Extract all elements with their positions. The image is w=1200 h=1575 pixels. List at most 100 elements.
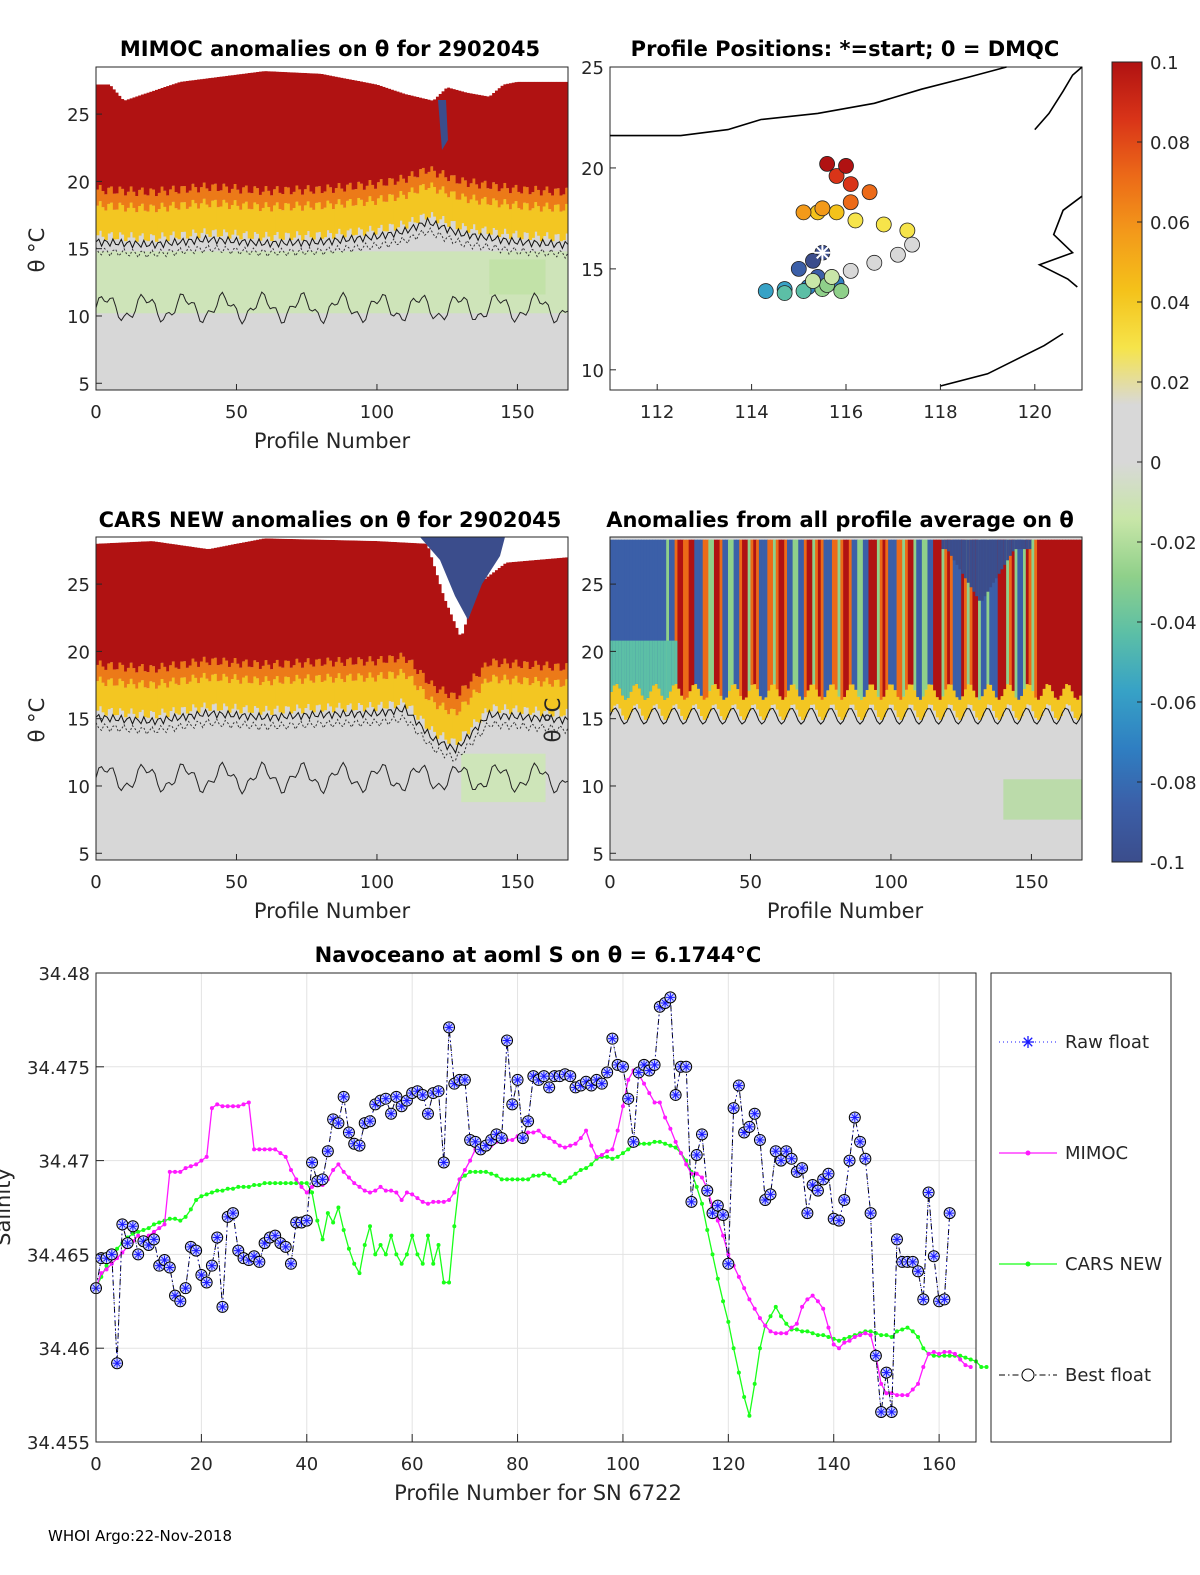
cars-new-point	[425, 1233, 430, 1238]
transition-cell	[323, 191, 327, 208]
warm-cell	[188, 80, 193, 191]
raw-float-marker	[835, 1217, 843, 1225]
y-tick-label: 25	[581, 575, 604, 596]
warm-cell	[545, 559, 549, 662]
anomaly-cell	[691, 539, 695, 686]
x-tick-label: 120	[711, 1454, 745, 1475]
mimoc-point	[209, 1106, 214, 1111]
transition-cell	[879, 699, 884, 721]
transition-cell	[171, 201, 176, 232]
transition-cell	[357, 181, 361, 198]
mimoc-point	[905, 1393, 910, 1398]
transition-cell	[809, 684, 813, 705]
transition-cell	[1028, 685, 1033, 706]
warm-cell	[509, 562, 513, 669]
empty-cell	[503, 537, 507, 564]
cars-new-point	[183, 1214, 188, 1219]
cars-new-point	[515, 1177, 520, 1182]
empty-cell	[309, 537, 313, 540]
cars-new-point	[842, 1336, 847, 1341]
zero-contour	[96, 703, 568, 755]
empty-cell	[517, 537, 521, 562]
transition-cell	[287, 203, 291, 234]
warm-cell	[219, 546, 224, 665]
mimoc-point	[341, 1169, 346, 1174]
raw-float-marker	[514, 1076, 522, 1084]
start-marker-stroke	[816, 246, 829, 260]
mimoc-point	[836, 1346, 841, 1351]
mimoc-point	[615, 1128, 620, 1133]
warm-cell	[121, 99, 125, 189]
transition-cell	[761, 699, 766, 720]
transition-cell	[379, 195, 384, 225]
raw-float-marker	[129, 1222, 137, 1230]
transition-cell	[96, 664, 100, 682]
cars-new-point	[188, 1207, 193, 1212]
transition-cell	[419, 169, 423, 186]
transition-cell	[955, 697, 959, 718]
transition-cell	[337, 657, 342, 674]
mimoc-point	[526, 1130, 531, 1135]
anomaly-cell	[728, 539, 732, 691]
warm-cell	[450, 614, 454, 693]
anomaly-cell	[671, 539, 676, 686]
empty-cell	[317, 537, 322, 540]
x-tick-label: 0	[604, 872, 615, 893]
transition-cell	[96, 681, 100, 711]
cars-new-point	[410, 1233, 415, 1238]
warm-cell	[278, 538, 283, 667]
mimoc-point	[721, 1233, 726, 1238]
y-tick-label: 25	[67, 575, 90, 596]
transition-cell	[464, 701, 468, 732]
anomaly-cell	[638, 640, 642, 689]
empty-cell	[284, 537, 288, 539]
transition-cell	[952, 690, 957, 711]
profile-position-marker	[842, 262, 859, 279]
transition-cell	[275, 659, 280, 677]
mimoc-point	[937, 1351, 942, 1356]
empty-cell	[222, 67, 226, 77]
empty-cell	[371, 67, 375, 84]
raw-float-marker	[651, 1061, 659, 1069]
transition-cell	[430, 182, 434, 213]
warm-cell	[435, 575, 440, 694]
anomaly-cell	[860, 539, 864, 700]
transition-cell	[1003, 689, 1007, 710]
transition-cell	[433, 702, 437, 732]
raw-float-marker	[735, 1082, 743, 1090]
transition-cell	[267, 206, 271, 237]
empty-cell	[447, 67, 451, 88]
cars-new-point	[215, 1188, 220, 1193]
transition-cell	[124, 195, 128, 212]
transition-cell	[781, 699, 785, 721]
anomaly-cell	[857, 539, 861, 697]
transition-cell	[447, 714, 451, 744]
anomaly-cell	[756, 539, 760, 690]
transition-cell	[860, 699, 864, 721]
anomaly-cell	[635, 539, 639, 684]
y-tick-label: 5	[79, 374, 90, 395]
transition-cell	[438, 173, 443, 190]
warm-cell	[368, 540, 372, 657]
warm-cell	[214, 77, 218, 184]
transition-cell	[424, 173, 429, 190]
transition-cell	[343, 682, 347, 712]
cars-new-point	[231, 1186, 236, 1191]
transition-cell	[135, 195, 139, 213]
transition-cell	[419, 686, 423, 716]
transition-cell	[250, 193, 254, 210]
transition-cell	[219, 680, 224, 711]
transition-cell	[138, 666, 142, 683]
transition-cell	[315, 675, 319, 706]
transition-cell	[941, 696, 945, 717]
raw-float-marker	[919, 1295, 927, 1303]
mimoc-point	[652, 1100, 657, 1105]
transition-cell	[180, 202, 184, 232]
transition-cell	[975, 697, 979, 718]
legend-box	[990, 972, 1172, 1443]
raw-float-marker	[593, 1076, 601, 1084]
anomaly-cell	[1062, 539, 1066, 689]
warm-cell	[534, 560, 538, 661]
